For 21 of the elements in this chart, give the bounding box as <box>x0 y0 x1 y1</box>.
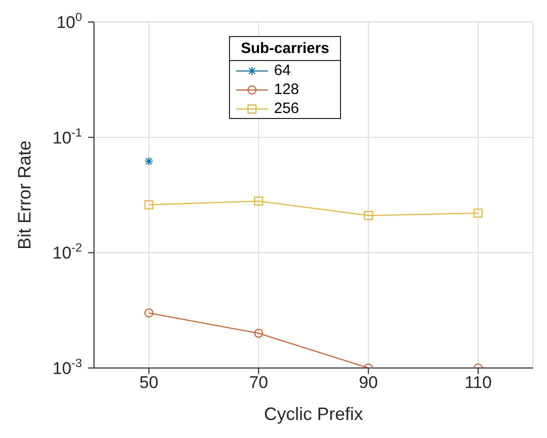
x-tick-label: 90 <box>358 373 378 392</box>
point <box>144 308 154 318</box>
legend-label: 64 <box>274 62 291 79</box>
point <box>254 196 264 206</box>
y-tick-label: 10$^{0}$ <box>56 10 82 32</box>
y-tick-label: 10$^{-2}$ <box>52 240 82 263</box>
x-tick-label: 70 <box>249 373 268 392</box>
legend-title: Sub-carriers <box>230 37 340 61</box>
point <box>144 156 154 166</box>
point <box>364 211 373 220</box>
x-axis-title: Cyclic Prefix <box>264 404 364 424</box>
legend-label: 256 <box>274 100 300 117</box>
point <box>254 328 264 338</box>
y-tick-label: 10$^{-3}$ <box>52 356 82 378</box>
y-axis-title: Bit Error Rate <box>14 140 34 250</box>
x-tick-label: 50 <box>139 373 158 392</box>
legend-label: 128 <box>274 81 300 98</box>
y-tick-label: 10$^{-1}$ <box>52 125 82 148</box>
point <box>144 200 154 210</box>
x-tick-label: 110 <box>464 373 492 392</box>
point <box>474 208 483 218</box>
